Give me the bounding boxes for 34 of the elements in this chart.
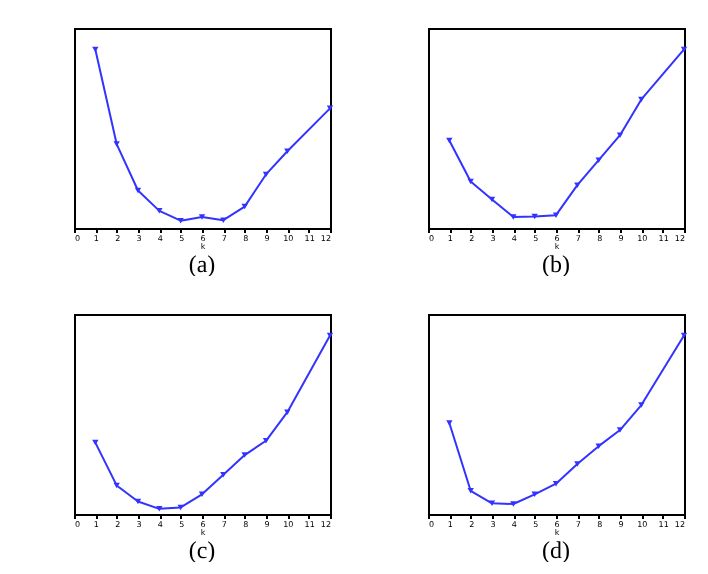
point bbox=[488, 196, 496, 203]
point bbox=[326, 332, 334, 339]
point bbox=[467, 488, 474, 494]
point bbox=[92, 439, 99, 446]
point bbox=[616, 427, 624, 433]
point bbox=[284, 148, 291, 154]
point bbox=[134, 498, 142, 505]
point bbox=[552, 212, 560, 218]
point bbox=[595, 443, 602, 449]
point bbox=[156, 506, 163, 512]
point bbox=[595, 157, 602, 163]
point bbox=[616, 132, 624, 138]
point bbox=[680, 332, 688, 339]
point bbox=[552, 480, 560, 487]
point bbox=[241, 203, 248, 210]
point bbox=[134, 187, 142, 194]
point bbox=[220, 471, 227, 478]
point bbox=[284, 409, 291, 415]
point bbox=[220, 217, 227, 223]
point bbox=[156, 208, 163, 214]
point bbox=[241, 452, 248, 458]
point bbox=[446, 420, 453, 426]
point bbox=[177, 217, 184, 224]
point bbox=[113, 141, 120, 147]
point bbox=[198, 214, 206, 220]
point bbox=[574, 461, 581, 467]
point bbox=[262, 171, 270, 178]
point bbox=[680, 46, 688, 53]
point bbox=[510, 501, 517, 507]
point bbox=[574, 182, 581, 188]
point bbox=[510, 214, 517, 220]
point bbox=[262, 438, 270, 444]
point bbox=[638, 402, 645, 408]
point bbox=[467, 178, 474, 185]
